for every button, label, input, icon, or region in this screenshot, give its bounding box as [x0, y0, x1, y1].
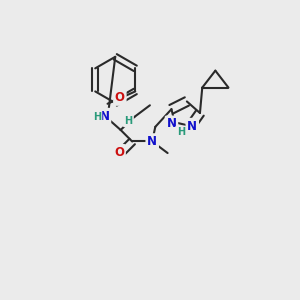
Text: O: O [114, 146, 124, 159]
Text: N: N [100, 110, 110, 123]
Text: H: H [124, 116, 132, 126]
Text: N: N [167, 117, 176, 130]
Text: O: O [115, 91, 125, 104]
Text: H: H [177, 127, 185, 137]
Text: N: N [147, 135, 157, 148]
Text: H: H [93, 112, 101, 122]
Text: N: N [187, 120, 197, 133]
